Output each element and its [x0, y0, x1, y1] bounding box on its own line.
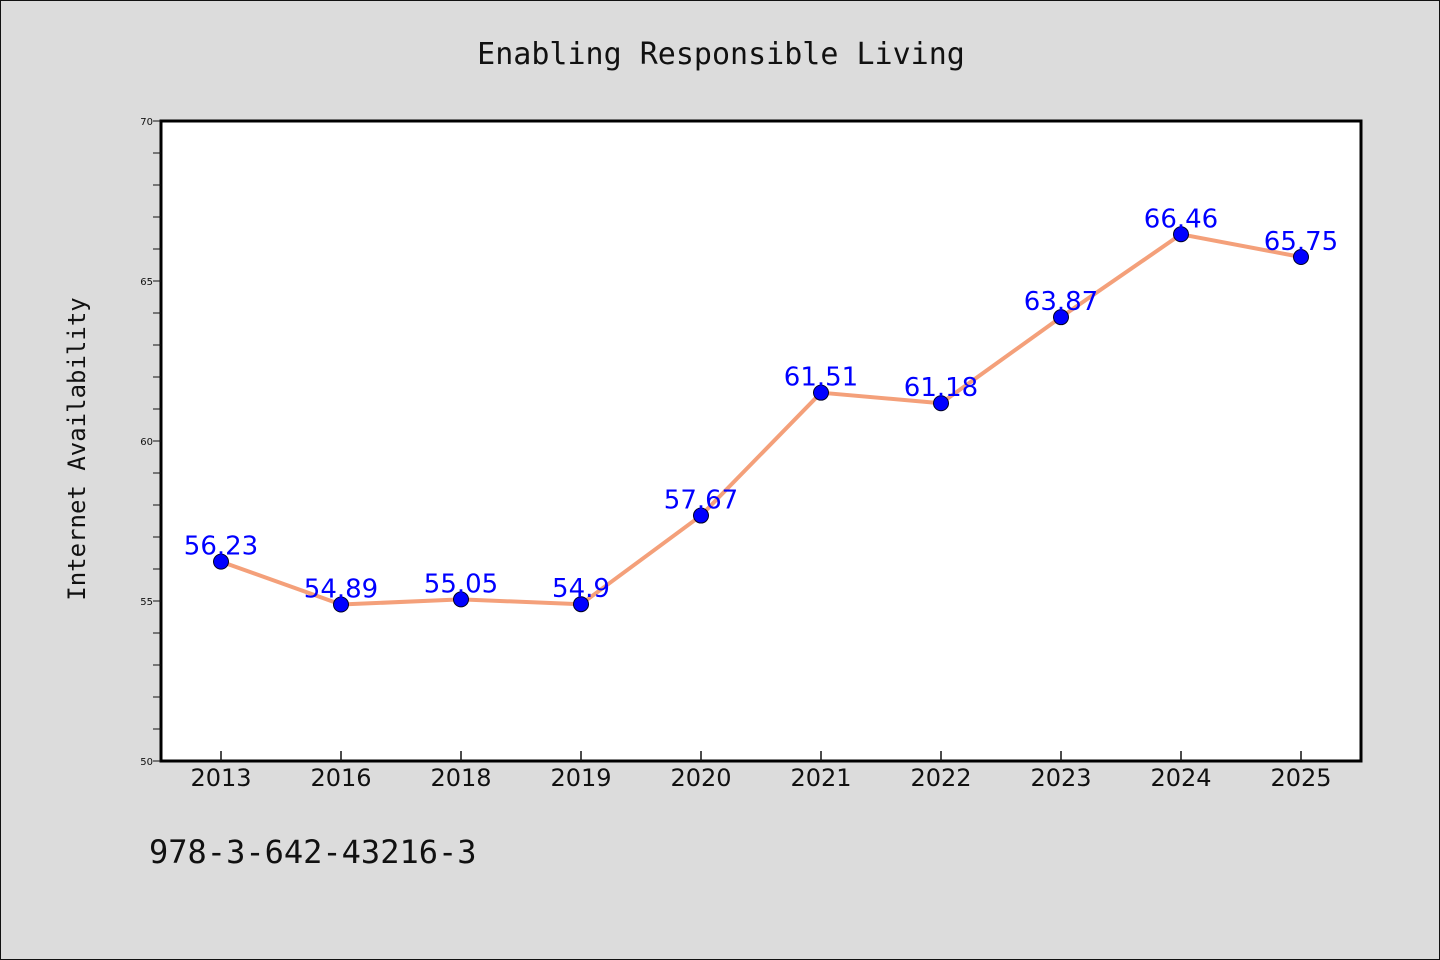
data-markers [213, 226, 1309, 613]
data-marker [573, 596, 589, 613]
data-marker [813, 384, 829, 401]
data-label: 54.89 [304, 575, 378, 605]
data-marker [213, 553, 229, 570]
data-label: 57.67 [664, 486, 738, 516]
data-label: 61.51 [784, 363, 858, 393]
data-label: 54.9 [552, 574, 610, 604]
x-tick-label: 2025 [1270, 764, 1331, 792]
y-axis-label: Internet Availability [63, 297, 91, 600]
data-marker [933, 395, 949, 412]
isbn-footer: 978-3-642-43216-3 [149, 833, 477, 871]
series-line [220, 232, 1302, 607]
x-tick-label: 2024 [1150, 764, 1211, 792]
data-label: 63.87 [1024, 287, 1098, 317]
data-label: 65.75 [1264, 227, 1338, 257]
data-marker [693, 507, 709, 524]
x-tick-label: 2023 [1030, 764, 1091, 792]
x-tick-label: 2016 [310, 764, 371, 792]
data-label: 55.05 [424, 569, 498, 599]
x-tick-label: 2020 [670, 764, 731, 792]
data-label: 66.46 [1144, 204, 1218, 234]
data-marker [333, 596, 349, 613]
x-axis: 2013 2016 2018 2019 2020 2021 2022 2023 2024 2025 [190, 751, 1332, 792]
data-marker [1293, 249, 1309, 265]
data-label: 61.18 [904, 373, 978, 403]
x-tick-label: 2019 [550, 764, 611, 792]
y-tick-label: 55 [140, 597, 153, 608]
y-axis: 50 55 60 65 70 [140, 117, 161, 768]
x-tick-label: 2021 [790, 764, 851, 792]
data-label: 56.23 [184, 532, 258, 562]
data-marker [1053, 309, 1069, 326]
data-marker [453, 591, 469, 608]
x-tick-label: 2018 [430, 764, 491, 792]
x-tick-label: 2013 [190, 764, 251, 792]
y-tick-label: 50 [140, 757, 153, 768]
y-tick-label: 60 [140, 437, 153, 448]
plot-area [159, 119, 1363, 763]
data-marker [1173, 226, 1189, 243]
y-tick-label: 70 [140, 117, 153, 128]
data-labels: 56.23 54.89 55.05 54.9 57.67 61.51 61.18 63.87 6… [184, 204, 1338, 604]
y-tick-label: 65 [140, 277, 153, 288]
x-tick-label: 2022 [910, 764, 971, 792]
chart-title: Enabling Responsible Living [477, 37, 965, 72]
